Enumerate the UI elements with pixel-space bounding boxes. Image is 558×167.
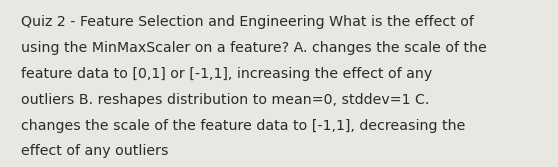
- Text: changes the scale of the feature data to [-1,1], decreasing the: changes the scale of the feature data to…: [21, 119, 465, 133]
- Text: using the MinMaxScaler on a feature? A. changes the scale of the: using the MinMaxScaler on a feature? A. …: [21, 41, 487, 55]
- Text: outliers B. reshapes distribution to mean=0, stddev=1 C.: outliers B. reshapes distribution to mea…: [21, 93, 430, 107]
- Text: feature data to [0,1] or [-1,1], increasing the effect of any: feature data to [0,1] or [-1,1], increas…: [21, 67, 432, 81]
- Text: Quiz 2 - Feature Selection and Engineering What is the effect of: Quiz 2 - Feature Selection and Engineeri…: [21, 15, 474, 29]
- Text: effect of any outliers: effect of any outliers: [21, 144, 169, 158]
